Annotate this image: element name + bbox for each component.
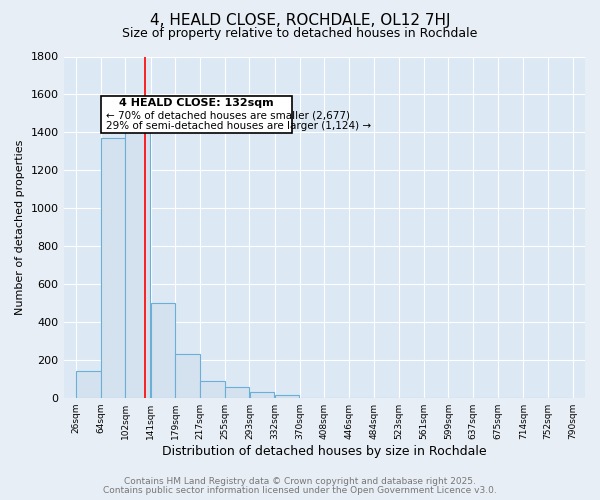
Bar	[125, 124, 150, 398]
Bar	[275, 395, 299, 398]
Text: ← 70% of detached houses are smaller (2,677): ← 70% of detached houses are smaller (2,…	[106, 110, 350, 120]
Bar	[151, 303, 175, 398]
Bar	[175, 354, 200, 398]
Bar	[250, 392, 274, 398]
Text: Size of property relative to detached houses in Rochdale: Size of property relative to detached ho…	[122, 28, 478, 40]
Text: 29% of semi-detached houses are larger (1,124) →: 29% of semi-detached houses are larger (…	[106, 120, 371, 130]
Bar	[200, 380, 224, 398]
FancyBboxPatch shape	[101, 96, 292, 134]
Bar	[76, 371, 101, 398]
Text: Contains public sector information licensed under the Open Government Licence v3: Contains public sector information licen…	[103, 486, 497, 495]
X-axis label: Distribution of detached houses by size in Rochdale: Distribution of detached houses by size …	[162, 444, 487, 458]
Text: 4 HEALD CLOSE: 132sqm: 4 HEALD CLOSE: 132sqm	[119, 98, 274, 108]
Y-axis label: Number of detached properties: Number of detached properties	[15, 140, 25, 315]
Text: Contains HM Land Registry data © Crown copyright and database right 2025.: Contains HM Land Registry data © Crown c…	[124, 477, 476, 486]
Text: 4, HEALD CLOSE, ROCHDALE, OL12 7HJ: 4, HEALD CLOSE, ROCHDALE, OL12 7HJ	[150, 12, 450, 28]
Bar	[101, 138, 125, 398]
Bar	[225, 388, 250, 398]
